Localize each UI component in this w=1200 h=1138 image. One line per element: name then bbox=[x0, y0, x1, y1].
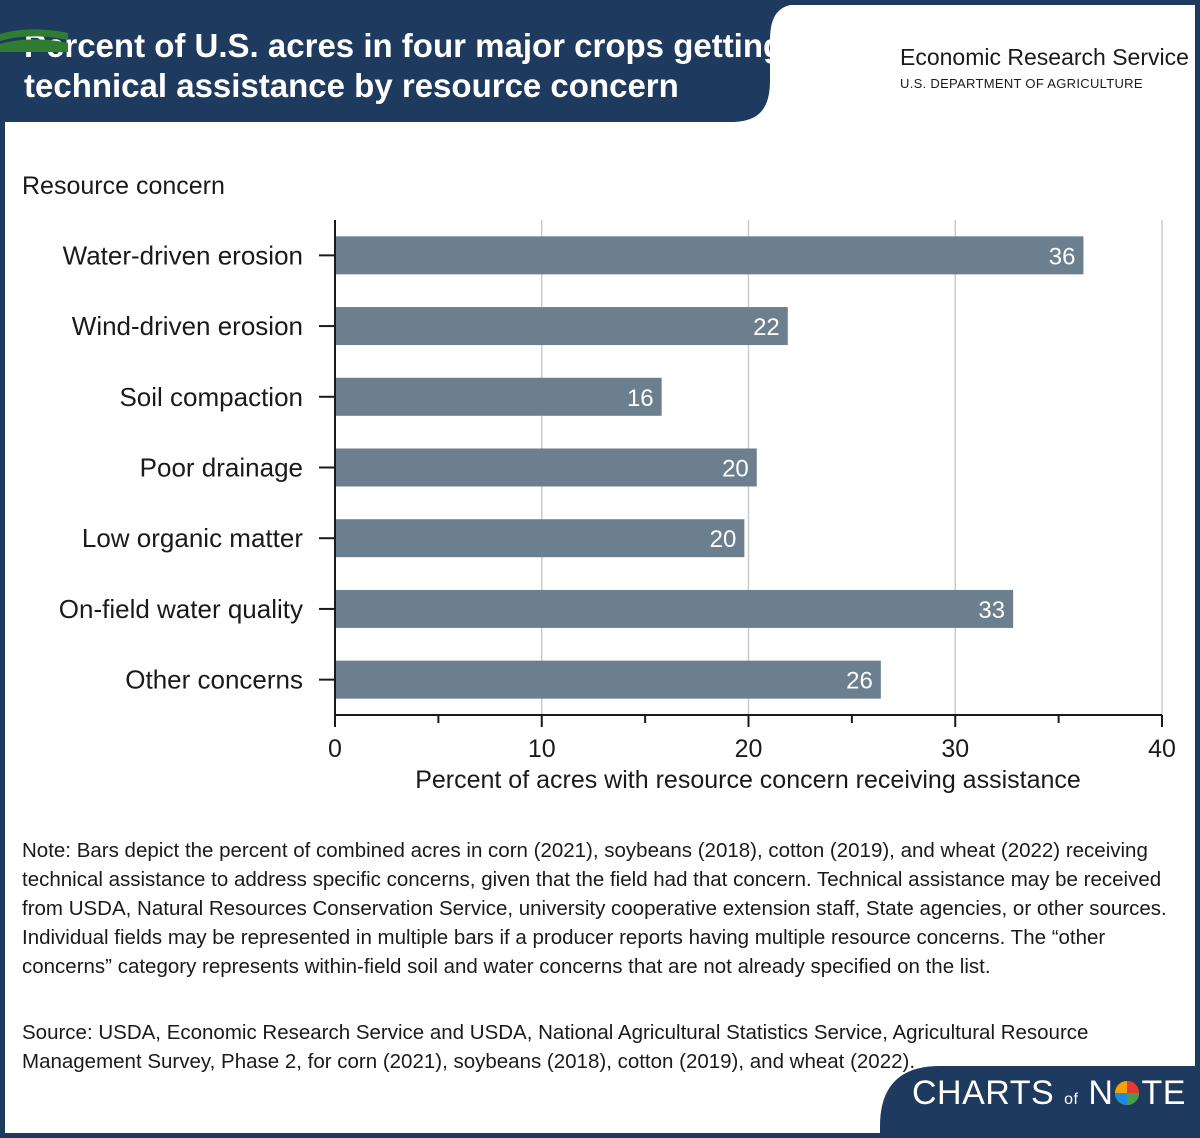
bar bbox=[335, 448, 757, 487]
bar-chart: 36 Water-driven erosion 22 Wind-driven eros… bbox=[59, 220, 1176, 760]
chart-title: Percent of U.S. acres in four major crop… bbox=[24, 27, 784, 104]
bar-value-label: 33 bbox=[978, 597, 1005, 624]
logo-part-n: N bbox=[1088, 1074, 1114, 1112]
header-banner: Percent of U.S. acres in four major crop… bbox=[0, 0, 1200, 122]
bar bbox=[335, 307, 788, 346]
usda-logo-icon: USDA bbox=[0, 0, 70, 52]
department-name: U.S. DEPARTMENT OF AGRICULTURE bbox=[900, 76, 1143, 91]
category-label: Soil compaction bbox=[119, 382, 303, 412]
bar-value-label: 26 bbox=[846, 668, 873, 695]
bar-value-label: 22 bbox=[753, 314, 780, 341]
bar bbox=[335, 589, 1014, 628]
category-label: On-field water quality bbox=[59, 594, 303, 624]
logo-part-charts: CHARTS bbox=[912, 1074, 1055, 1112]
logo-part-of: of bbox=[1064, 1091, 1079, 1108]
x-tick-label: 20 bbox=[735, 735, 763, 760]
logo-part-te: TE bbox=[1141, 1074, 1186, 1112]
bar bbox=[335, 519, 745, 558]
bar bbox=[335, 660, 881, 699]
x-axis-label: Percent of acres with resource concern r… bbox=[415, 766, 1081, 794]
bar-value-label: 20 bbox=[710, 526, 737, 553]
bar-value-label: 20 bbox=[722, 456, 749, 483]
x-tick-label: 10 bbox=[528, 735, 556, 760]
bar-value-label: 36 bbox=[1049, 243, 1076, 270]
bar bbox=[335, 236, 1084, 275]
category-label: Low organic matter bbox=[82, 523, 303, 553]
category-label: Wind-driven erosion bbox=[72, 311, 303, 341]
bar bbox=[335, 377, 662, 416]
header-background bbox=[0, 0, 1200, 122]
note-text: Note: Bars depict the percent of combine… bbox=[22, 839, 1167, 978]
pie-icon bbox=[1115, 1081, 1140, 1105]
x-tick-label: 30 bbox=[941, 735, 969, 760]
bar-value-label: 16 bbox=[627, 385, 654, 412]
usda-logo-text: USDA bbox=[0, 0, 70, 30]
category-label: Water-driven erosion bbox=[63, 240, 303, 270]
x-tick-label: 40 bbox=[1148, 735, 1176, 760]
source-text: Source: USDA, Economic Research Service … bbox=[22, 1021, 1089, 1073]
agency-name: Economic Research Service bbox=[900, 44, 1189, 70]
category-label: Poor drainage bbox=[140, 453, 303, 483]
x-tick-label: 0 bbox=[328, 735, 342, 760]
charts-of-note-logo: CHARTS of N TE bbox=[912, 1074, 1186, 1113]
y-axis-label: Resource concern bbox=[22, 172, 225, 200]
category-label: Other concerns bbox=[125, 665, 303, 695]
